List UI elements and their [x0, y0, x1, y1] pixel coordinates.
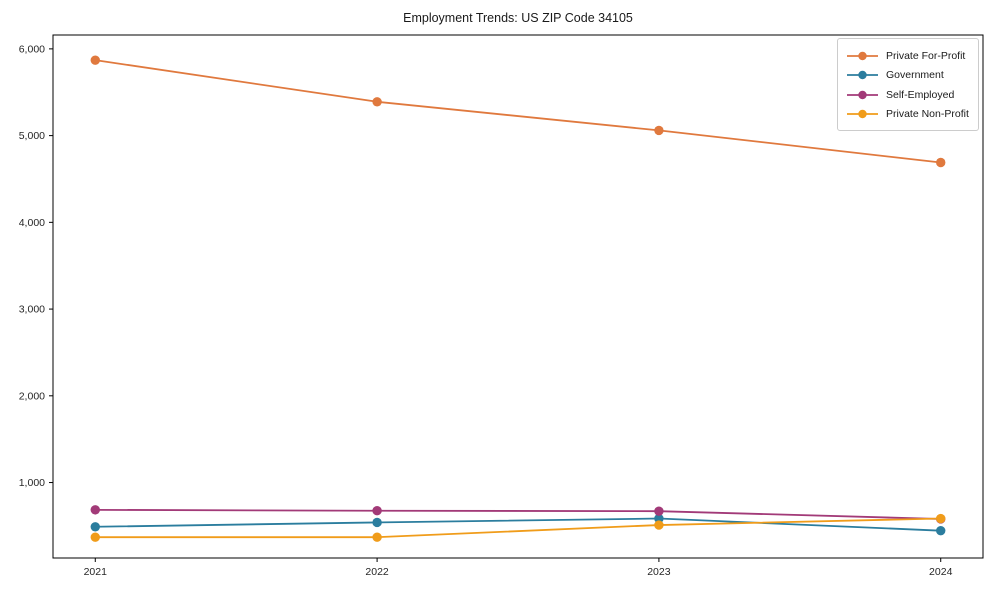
series-line-private-non-profit — [95, 517, 941, 539]
series-point-government — [654, 513, 664, 524]
legend-label-private-non-profit: Private Non-Profit — [886, 108, 969, 121]
series-point-self-employed — [372, 506, 382, 516]
series-line-government — [95, 517, 941, 532]
x-tick-label: 2023 — [647, 566, 671, 578]
legend-label-self-employed: Self-Employed — [886, 88, 955, 101]
legend-marker-self-employed — [847, 90, 878, 99]
legend-item-self-employed: Self-Employed — [846, 85, 970, 105]
legend-marker-government — [847, 71, 878, 80]
series-point-private-for-profit — [654, 125, 664, 136]
x-tick-label: 2021 — [84, 566, 108, 578]
x-tick-label: 2022 — [365, 566, 389, 578]
series-point-private-non-profit — [372, 532, 382, 542]
legend-label-government: Government — [886, 69, 944, 82]
legend-dot-government — [858, 71, 867, 80]
legend-dot-private-for-profit — [858, 51, 867, 60]
legend-marker-private-non-profit — [847, 110, 878, 119]
series-point-government — [90, 522, 100, 532]
series-point-private-for-profit — [936, 157, 946, 168]
legend-dot-self-employed — [858, 90, 867, 99]
series-point-private-for-profit — [372, 97, 382, 107]
series-point-government — [372, 517, 382, 528]
legend-item-government: Government — [846, 66, 970, 86]
legend: Private For-Profit Government Self-Employe… — [837, 38, 979, 131]
y-tick-label: 4,000 — [19, 217, 45, 229]
y-tick-label: 2,000 — [19, 390, 45, 402]
series-line-private-for-profit — [95, 59, 941, 164]
x-tick-label: 2024 — [929, 566, 953, 578]
legend-dot-private-non-profit — [858, 110, 867, 119]
legend-item-private-for-profit: Private For-Profit — [846, 46, 970, 66]
series-point-private-non-profit — [654, 520, 664, 530]
y-tick-label: 5,000 — [19, 130, 45, 142]
y-tick-label: 6,000 — [19, 43, 45, 55]
legend-item-private-non-profit: Private Non-Profit — [846, 105, 970, 125]
plot-border — [52, 34, 984, 559]
series-point-government — [936, 525, 946, 536]
legend-marker-private-for-profit — [847, 51, 878, 60]
legend-label-private-for-profit: Private For-Profit — [886, 49, 966, 62]
y-tick-label: 3,000 — [19, 304, 45, 316]
series-point-private-for-profit — [90, 55, 100, 65]
series-point-self-employed — [654, 506, 664, 516]
series-point-self-employed — [90, 505, 100, 515]
series-line-self-employed — [95, 508, 941, 520]
series-point-private-non-profit — [936, 513, 946, 524]
series-point-private-non-profit — [90, 532, 100, 542]
chart-title: Employment Trends: US ZIP Code 34105 — [403, 11, 633, 25]
y-tick-label: 1,000 — [19, 477, 45, 489]
